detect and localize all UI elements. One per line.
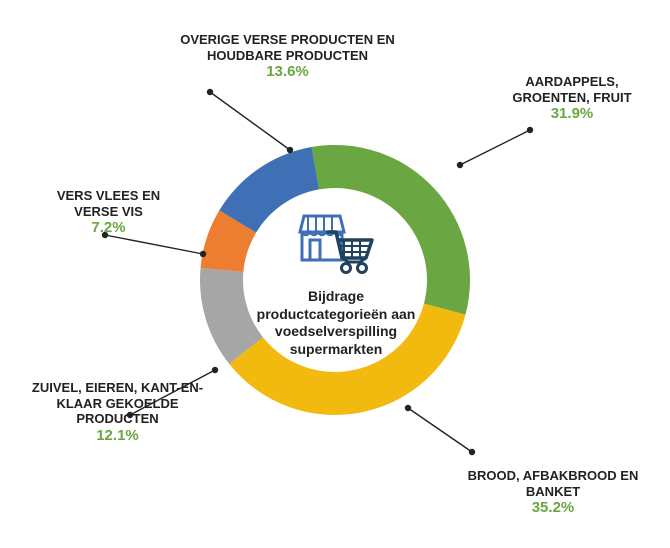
callout-1-pct: 35.2% — [448, 499, 658, 517]
callout-1-label: BROOD, AFBAKBROOD EN BANKET — [448, 468, 658, 499]
callout-3-pct: 7.2% — [36, 219, 181, 237]
leader-line-1 — [408, 408, 472, 452]
callout-3-label: VERS VLEES EN VERSE VIS — [36, 188, 181, 219]
center-title: Bijdrage productcategorieën aan voedselv… — [246, 288, 426, 358]
leader-line-4 — [210, 92, 290, 150]
center-icon — [296, 210, 376, 278]
leader-dot-1-1 — [469, 449, 475, 455]
leader-dot-3-0 — [200, 251, 206, 257]
callout-4-pct: 13.6% — [170, 63, 405, 81]
donut-chart: Bijdrage productcategorieën aan voedselv… — [0, 0, 670, 548]
callout-0-label: AARDAPPELS, GROENTEN, FRUIT — [492, 74, 652, 105]
callout-4: OVERIGE VERSE PRODUCTEN EN HOUDBARE PROD… — [170, 32, 405, 81]
callout-4-label: OVERIGE VERSE PRODUCTEN EN HOUDBARE PROD… — [170, 32, 405, 63]
leader-dot-4-0 — [287, 147, 293, 153]
leader-line-3 — [105, 235, 203, 254]
leader-dot-1-0 — [405, 405, 411, 411]
callout-0: AARDAPPELS, GROENTEN, FRUIT 31.9% — [492, 74, 652, 123]
leader-dot-2-0 — [212, 367, 218, 373]
callout-0-pct: 31.9% — [492, 105, 652, 123]
leader-line-0 — [460, 130, 530, 165]
callout-2-pct: 12.1% — [20, 427, 215, 445]
callout-1: BROOD, AFBAKBROOD EN BANKET 35.2% — [448, 468, 658, 517]
leader-dot-0-1 — [527, 127, 533, 133]
callout-3: VERS VLEES EN VERSE VIS 7.2% — [36, 188, 181, 237]
leader-dot-4-1 — [207, 89, 213, 95]
leader-dot-0-0 — [457, 162, 463, 168]
shopping-cart-icon — [328, 232, 372, 273]
callout-2: ZUIVEL, EIEREN, KANT-EN-KLAAR GEKOELDE P… — [20, 380, 215, 445]
callout-2-label: ZUIVEL, EIEREN, KANT-EN-KLAAR GEKOELDE P… — [20, 380, 215, 427]
